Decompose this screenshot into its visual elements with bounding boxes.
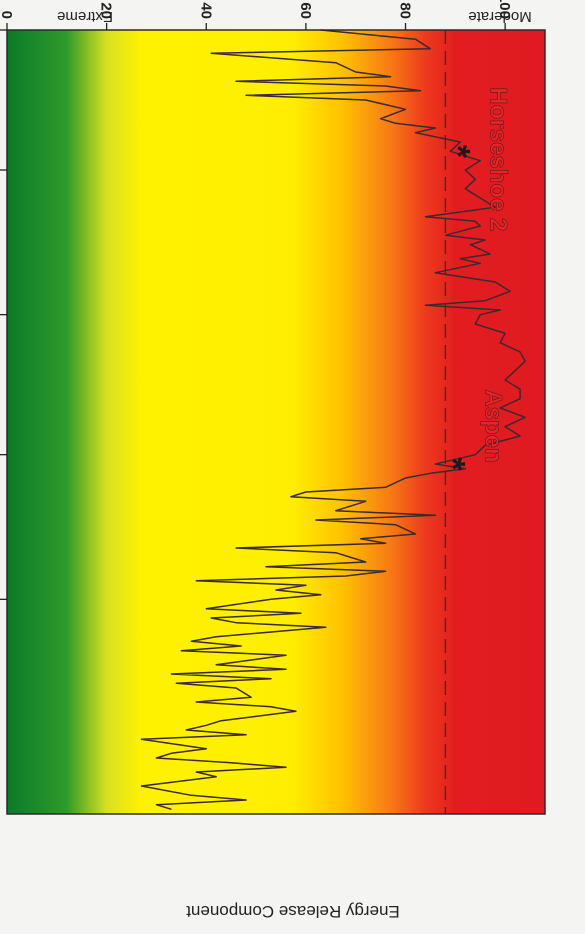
annotation-aspen: Aspen [479,389,506,462]
series-line [140,29,526,811]
plot-frame [6,29,546,815]
series-line-layer [140,29,526,811]
y-tick-label: 80 [397,2,414,19]
band-label-moderate: Moderate [468,8,531,25]
rotated-figure: 020406080100AprMayJunJulAug*Horseshoe 2*… [0,0,546,921]
annotation-layer: * Horseshoe 2 * Aspen [433,87,511,471]
y-tick-label: 20 [98,2,115,19]
annotation-asterisk: * [433,457,471,471]
plot-background [7,30,545,814]
annotation-horseshoe-2: Horseshoe 2 [484,87,511,231]
y-tick-label: 60 [297,2,314,19]
annotation-asterisk: * [438,145,476,159]
y-tick-label: 100 [496,0,513,19]
y-tick-label: 40 [197,2,214,19]
landscape-plot: 020406080100AprMayJunJulAug*Horseshoe 2*… [0,0,546,815]
y-axis-label: Energy Release Component [186,902,400,921]
axis-layer: 020406080100AprMayJunJulAug [0,0,513,600]
y-tick-label: 0 [0,11,15,19]
band-label-extreme: Extreme [57,8,113,25]
